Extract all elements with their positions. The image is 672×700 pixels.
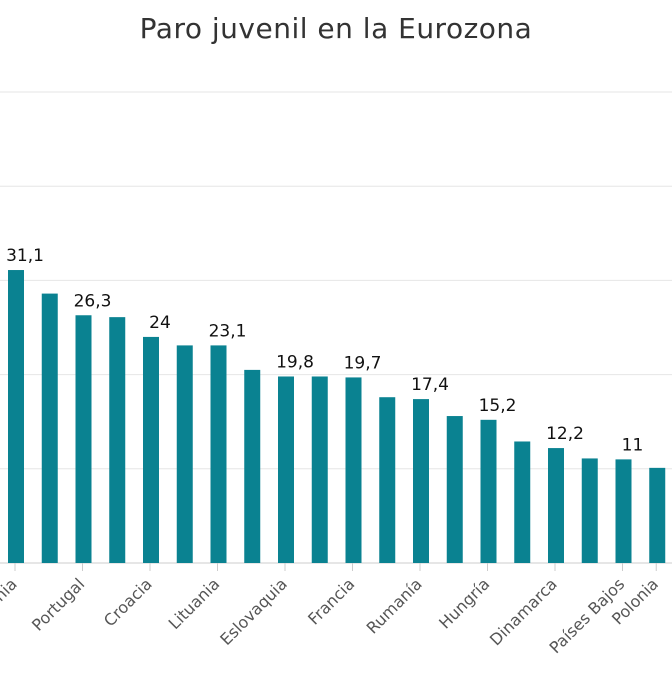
data-label: 31,1 — [6, 246, 44, 266]
x-tick-label: Dinamarca — [486, 574, 561, 649]
x-tick-label: Rumanía — [363, 574, 426, 637]
data-label: 15,2 — [479, 396, 517, 416]
data-label: 19,7 — [344, 353, 382, 373]
data-label: 19,8 — [276, 352, 314, 372]
bar[interactable] — [446, 416, 463, 563]
data-label: 12,2 — [546, 424, 584, 444]
bar[interactable] — [278, 376, 294, 563]
x-tick-label: Francia — [304, 574, 358, 628]
bar[interactable] — [143, 336, 159, 563]
x-tick-label: Portugal — [28, 574, 88, 634]
data-label: 17,4 — [411, 375, 449, 395]
bar[interactable] — [75, 315, 92, 563]
bar[interactable] — [413, 399, 429, 563]
x-tick-label: Lituania — [165, 574, 224, 633]
bar[interactable] — [615, 459, 632, 563]
data-label: 11 — [622, 435, 644, 455]
data-label: 24 — [149, 313, 171, 333]
x-tick-label: Eslovaquia — [216, 574, 291, 649]
bar[interactable] — [649, 467, 666, 563]
data-label: 26,3 — [74, 291, 112, 311]
bar[interactable] — [581, 458, 598, 563]
bar[interactable] — [210, 345, 227, 563]
bar[interactable] — [548, 448, 564, 563]
data-label: 23,1 — [209, 321, 247, 341]
x-tick-label: Hungría — [435, 574, 493, 632]
bar[interactable] — [345, 377, 362, 563]
bar[interactable] — [109, 317, 126, 563]
bar[interactable] — [379, 397, 396, 563]
chart-title: Paro juvenil en la Eurozona — [139, 12, 533, 45]
x-tick-label: Croacia — [100, 574, 156, 630]
bar[interactable] — [8, 270, 24, 563]
bar[interactable] — [514, 441, 531, 563]
bar[interactable] — [480, 419, 497, 563]
bar[interactable] — [176, 345, 193, 563]
bar[interactable] — [41, 293, 58, 563]
bar[interactable] — [244, 369, 261, 563]
x-tick-label: Letonia — [0, 574, 21, 629]
bar[interactable] — [311, 376, 328, 563]
